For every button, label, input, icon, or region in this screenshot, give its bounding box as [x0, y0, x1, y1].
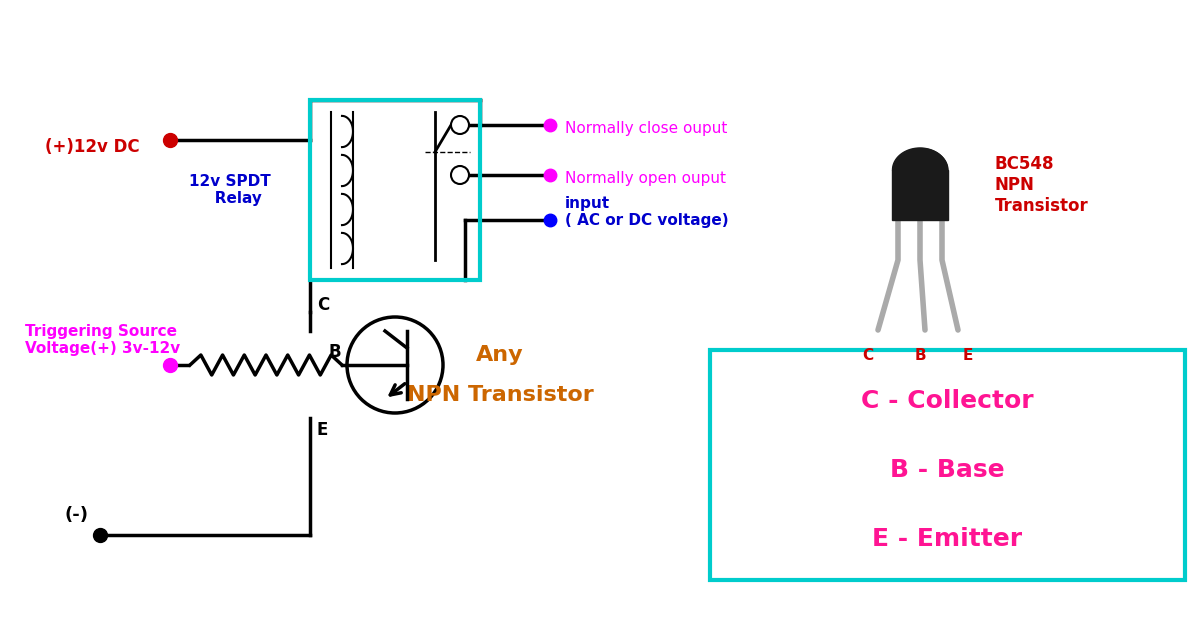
Text: (+)12v DC: (+)12v DC [46, 138, 139, 156]
Text: B: B [914, 348, 926, 363]
Text: Normally close ouput: Normally close ouput [565, 122, 727, 137]
Text: E - Emitter: E - Emitter [872, 527, 1022, 551]
Bar [310, 100, 480, 280]
Circle shape [451, 166, 469, 184]
Circle shape [347, 317, 443, 413]
Text: 12v SPDT
   Relay: 12v SPDT Relay [190, 174, 271, 206]
Text: BC548
NPN
Transistor: BC548 NPN Transistor [995, 155, 1088, 215]
Bar [710, 350, 1186, 580]
Text: NPN Transistor: NPN Transistor [407, 385, 593, 405]
Text: E: E [962, 348, 973, 363]
Circle shape [451, 116, 469, 134]
Text: E: E [317, 421, 329, 439]
Bar [893, 170, 948, 220]
Text: Any: Any [476, 345, 524, 365]
Text: C: C [317, 296, 329, 314]
Text: input
( AC or DC voltage): input ( AC or DC voltage) [565, 196, 728, 228]
Text: B - Base: B - Base [890, 457, 1004, 481]
Text: Triggering Source
Voltage(+) 3v-12v: Triggering Source Voltage(+) 3v-12v [25, 324, 180, 356]
Text: Normally open ouput: Normally open ouput [565, 171, 726, 186]
Text: B: B [329, 343, 342, 361]
Text: C - Collector: C - Collector [862, 389, 1034, 413]
Text: C: C [863, 348, 874, 363]
Text: (-): (-) [65, 506, 89, 524]
